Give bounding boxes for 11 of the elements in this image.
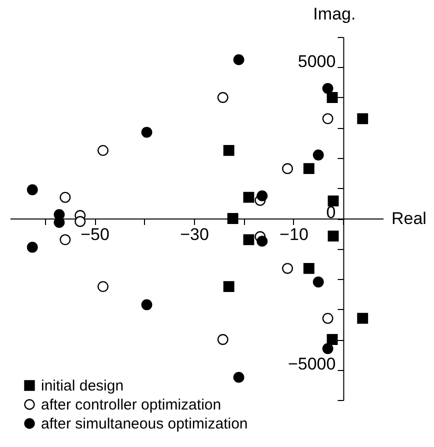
y-tick-label: 0 — [326, 203, 336, 222]
x-tick-label: −10 — [280, 225, 308, 244]
x-tick-label: −50 — [80, 225, 110, 244]
y-tick-label: 5000 — [298, 52, 336, 71]
legend-label: after simultaneous optimization — [41, 416, 248, 432]
x-axis-title: Real — [392, 209, 426, 228]
x-tick-label: −30 — [180, 225, 209, 244]
y-axis-title: Imag. — [313, 4, 356, 24]
y-tick-label: −5000 — [288, 354, 336, 374]
legend-label: after controller optimization — [41, 396, 222, 414]
legend-label: initial design — [41, 378, 124, 394]
